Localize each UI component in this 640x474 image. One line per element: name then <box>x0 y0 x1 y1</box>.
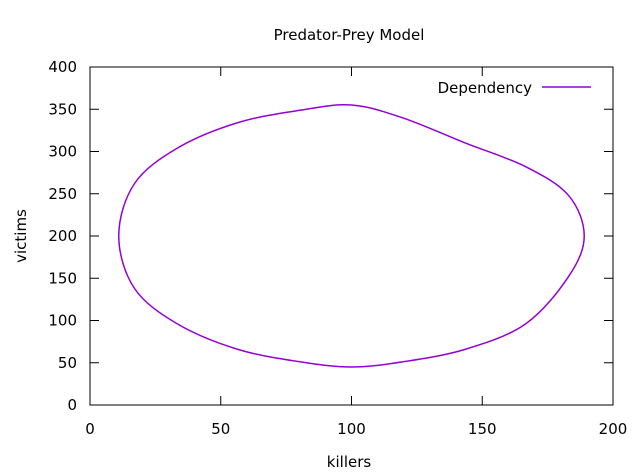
x-axis-label: killers <box>327 453 372 471</box>
y-tick-label: 350 <box>48 100 77 118</box>
y-tick-label: 200 <box>48 227 77 245</box>
y-tick-label: 400 <box>48 58 77 76</box>
y-tick-label: 100 <box>48 312 77 330</box>
x-tick-label: 100 <box>337 420 366 438</box>
legend: Dependency <box>438 79 591 97</box>
series-layer <box>118 104 585 368</box>
x-tick-label: 0 <box>85 420 95 438</box>
y-tick-label: 150 <box>48 269 77 287</box>
y-tick-label: 0 <box>67 396 77 414</box>
legend-label-dependency: Dependency <box>438 79 533 97</box>
series-line-dependency <box>118 104 585 368</box>
tick-labels: 0 50 100 150 200 0 50 100 150 200 250 300 350 400 <box>48 58 627 438</box>
y-tick-label: 250 <box>48 185 77 203</box>
y-axis-label: victims <box>12 209 30 263</box>
x-tick-label: 200 <box>599 420 628 438</box>
x-tick-label: 50 <box>211 420 230 438</box>
x-tick-label: 150 <box>468 420 497 438</box>
chart-title: Predator-Prey Model <box>274 26 425 44</box>
y-tick-label: 300 <box>48 143 77 161</box>
y-tick-label: 50 <box>58 354 77 372</box>
axis-ticks <box>89 66 614 406</box>
